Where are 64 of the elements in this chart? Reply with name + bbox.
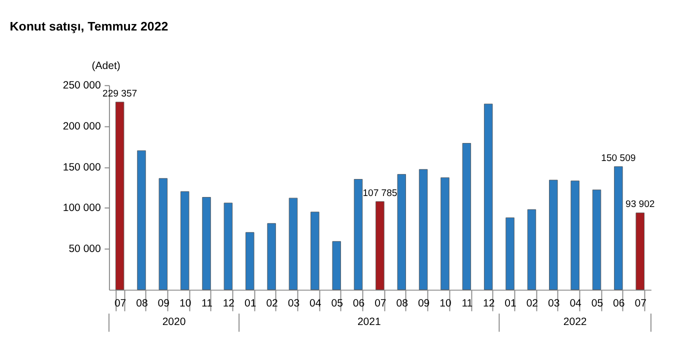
bar	[506, 217, 514, 290]
bar	[549, 180, 558, 290]
x-tick-label: 06	[613, 297, 625, 310]
x-tick-label: 07	[634, 297, 647, 310]
x-tick-label: 03	[288, 297, 300, 310]
bar	[636, 212, 644, 290]
bar	[332, 241, 341, 290]
bar	[484, 104, 493, 290]
x-tick-label: 09	[158, 297, 170, 310]
bar	[246, 232, 254, 290]
bar	[570, 180, 580, 290]
bar	[440, 177, 450, 290]
bar	[614, 166, 623, 290]
data-label: 150 509	[601, 152, 636, 164]
bar	[462, 143, 472, 290]
x-tick-label: 05	[331, 297, 344, 310]
bar	[354, 179, 363, 290]
bar	[288, 198, 298, 290]
bar	[397, 174, 406, 290]
data-label: 107 785	[362, 188, 398, 199]
x-tick-label: 02	[266, 297, 278, 310]
bar	[267, 223, 276, 290]
bar	[115, 102, 124, 290]
x-tick-label: 05	[591, 297, 604, 310]
bar	[180, 191, 190, 290]
bar	[376, 201, 384, 290]
x-tick-label: 01	[244, 297, 256, 310]
x-tick-label: 08	[396, 297, 408, 310]
x-tick-label: 06	[352, 297, 365, 310]
x-tick-label: 12	[482, 297, 495, 310]
x-tick-label: 09	[418, 297, 430, 310]
text: 2021	[357, 316, 381, 328]
y-axis-title: (Adet)	[92, 60, 120, 72]
text: 2020	[162, 316, 186, 328]
x-tick-label: 07	[114, 297, 126, 310]
x-tick-label: 02	[526, 297, 538, 310]
bar	[592, 190, 602, 290]
y-tick-label: 200 000	[62, 120, 101, 132]
x-tick-label: 04	[310, 297, 322, 310]
y-tick-label: 50 000	[68, 243, 101, 256]
y-tick-label: 100 000	[62, 202, 101, 214]
x-tick-label: 01	[504, 297, 517, 310]
bar	[527, 209, 536, 290]
bar	[224, 202, 233, 290]
bar	[137, 150, 146, 290]
bar	[310, 212, 320, 290]
x-tick-label: 10	[179, 297, 192, 310]
chart-title: Konut satışı, Temmuz 2022	[10, 20, 168, 34]
x-tick-label: 11	[202, 297, 213, 310]
x-tick-label: 03	[548, 297, 560, 310]
x-tick-label: 04	[570, 297, 582, 310]
y-tick-label: 250 000	[62, 79, 101, 92]
x-tick-label: 12	[222, 297, 235, 310]
bar	[418, 169, 428, 290]
x-tick-label: 07	[374, 297, 386, 310]
x-tick-label: 10	[440, 297, 452, 310]
x-tick-label: 11	[462, 297, 473, 310]
bar	[202, 197, 211, 290]
bar	[158, 178, 168, 290]
text: 2022	[563, 316, 587, 328]
x-tick-label: 08	[136, 297, 148, 310]
y-tick-label: 150 000	[62, 161, 101, 174]
data-label: 229 357	[102, 88, 138, 100]
data-label: 93 902	[626, 199, 655, 210]
